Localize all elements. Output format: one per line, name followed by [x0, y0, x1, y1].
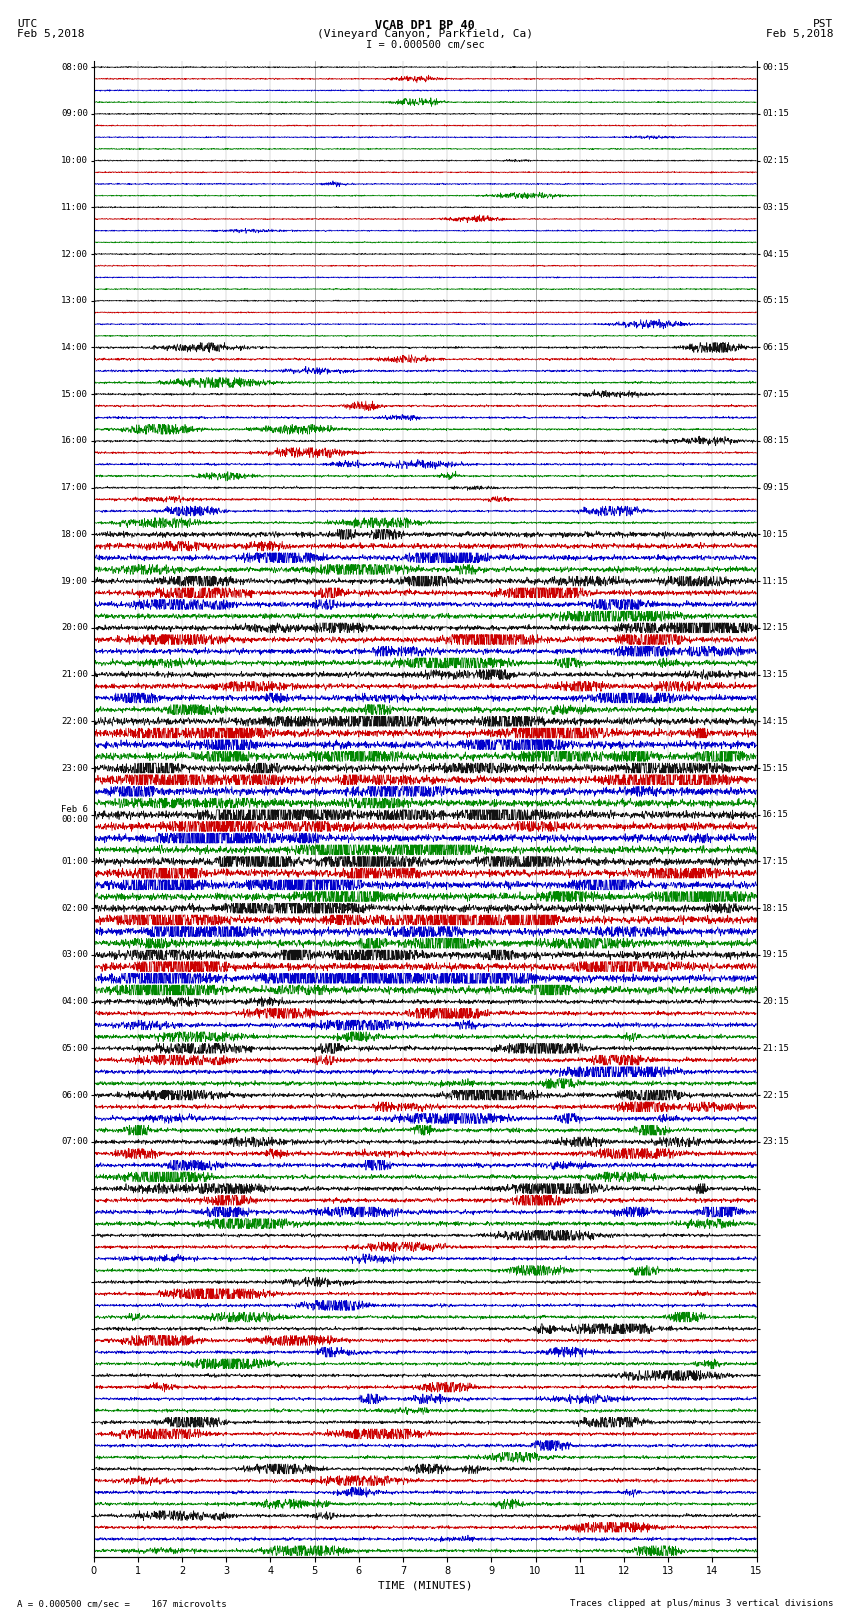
- Text: Feb 5,2018: Feb 5,2018: [17, 29, 84, 39]
- X-axis label: TIME (MINUTES): TIME (MINUTES): [377, 1581, 473, 1590]
- Text: Feb 5,2018: Feb 5,2018: [766, 29, 833, 39]
- Text: I = 0.000500 cm/sec: I = 0.000500 cm/sec: [366, 39, 484, 50]
- Text: A = 0.000500 cm/sec =    167 microvolts: A = 0.000500 cm/sec = 167 microvolts: [17, 1598, 227, 1608]
- Text: PST: PST: [813, 18, 833, 29]
- Text: (Vineyard Canyon, Parkfield, Ca): (Vineyard Canyon, Parkfield, Ca): [317, 29, 533, 39]
- Text: VCAB DP1 BP 40: VCAB DP1 BP 40: [375, 18, 475, 32]
- Text: UTC: UTC: [17, 18, 37, 29]
- Text: Traces clipped at plus/minus 3 vertical divisions: Traces clipped at plus/minus 3 vertical …: [570, 1598, 833, 1608]
